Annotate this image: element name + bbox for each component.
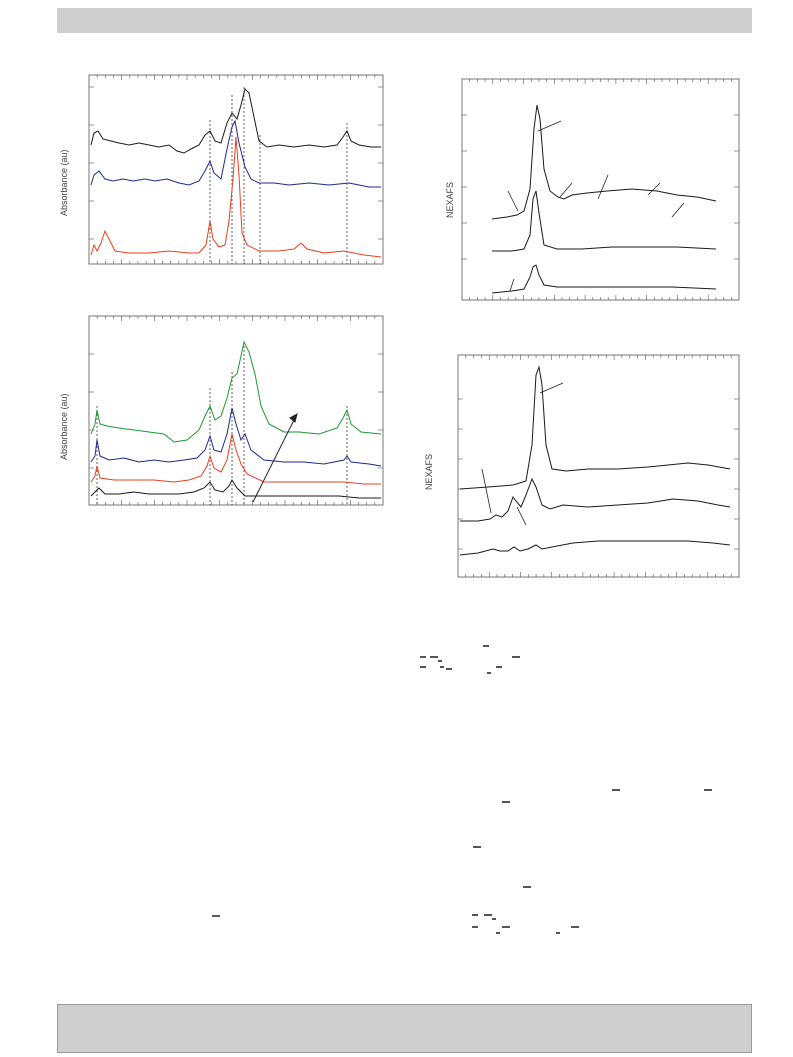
ir-bottom-ylabel: Absorbance (au) (59, 393, 69, 460)
nexafs-trace-2 (492, 190, 717, 252)
ir-trace-blue (90, 119, 381, 188)
nexafs-trace-b2 (460, 477, 731, 522)
nexafs-trace-b1 (459, 365, 731, 490)
nexafs-panel-top (461, 78, 740, 301)
nexafs-bottom-ylabel: NEXAFS (424, 453, 434, 490)
nexafs-top-ylabel: NEXAFS (445, 181, 455, 218)
ir-trace-green (90, 340, 382, 443)
page-header-bar (57, 8, 752, 33)
ir-spectra-panel-bottom (88, 315, 384, 506)
ir-trace-black-2 (90, 478, 381, 499)
ir-top-ylabel: Absorbance (au) (59, 149, 69, 216)
nexafs-trace-3 (491, 264, 717, 294)
ir-trace-blue-2 (90, 407, 382, 467)
nexafs-panel-bottom (457, 354, 740, 578)
ir-trace-red-2 (90, 433, 381, 485)
nexafs-trace-1 (491, 104, 717, 220)
page-footer-bar (57, 1004, 752, 1053)
trend-arrow (252, 412, 298, 503)
nexafs-trace-b3 (459, 540, 731, 556)
ir-spectra-panel-top (88, 74, 384, 265)
ir-trace-red (90, 136, 382, 258)
ir-trace-black (90, 88, 381, 154)
